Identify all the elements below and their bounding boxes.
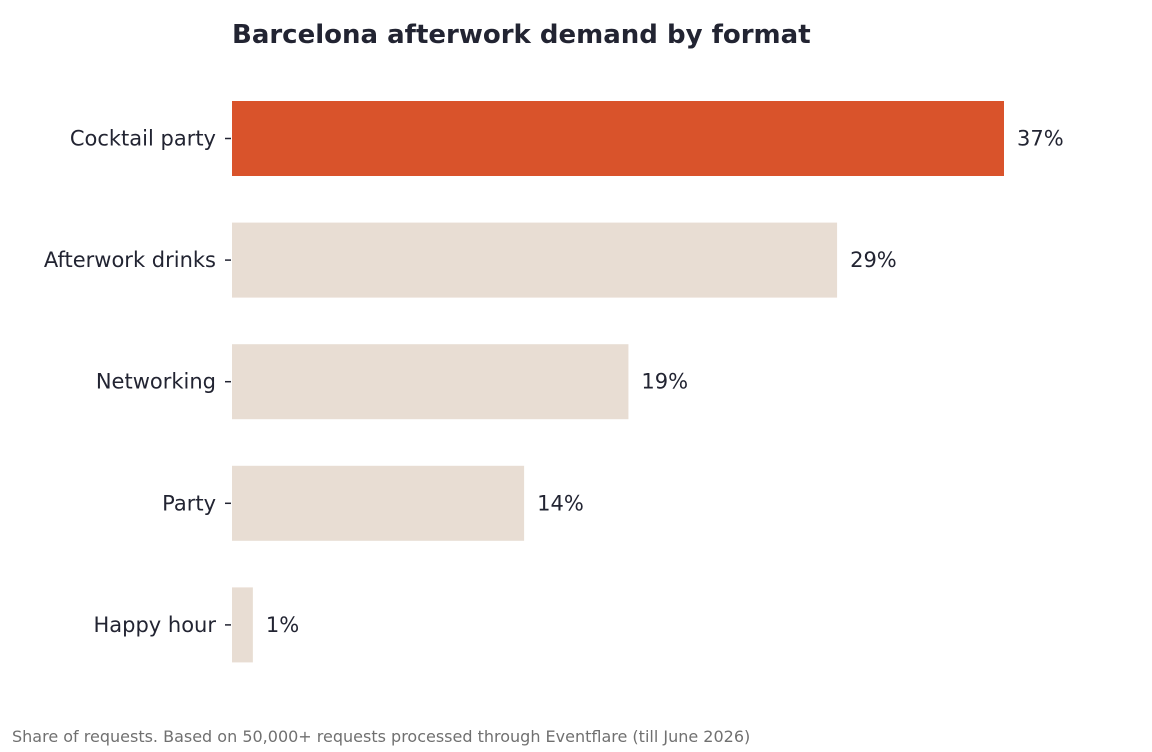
y-tick-label: Networking [96,370,216,394]
chart-footnote: Share of requests. Based on 50,000+ requ… [12,727,751,746]
bar [232,465,525,541]
bar [232,344,629,420]
y-tick-label: Happy hour [93,613,216,637]
data-label: 19% [641,370,688,394]
bar [232,587,253,663]
data-label: 29% [850,248,897,272]
y-tick-label: Afterwork drinks [44,248,216,272]
y-tick-label: Cocktail party [70,127,216,151]
chart-title: Barcelona afterwork demand by format [232,20,811,50]
bar [232,222,838,298]
data-label: 37% [1017,127,1064,151]
bar [232,101,1004,176]
data-label: 1% [266,613,299,637]
data-label: 14% [537,491,584,515]
y-tick-label: Party [162,491,216,515]
